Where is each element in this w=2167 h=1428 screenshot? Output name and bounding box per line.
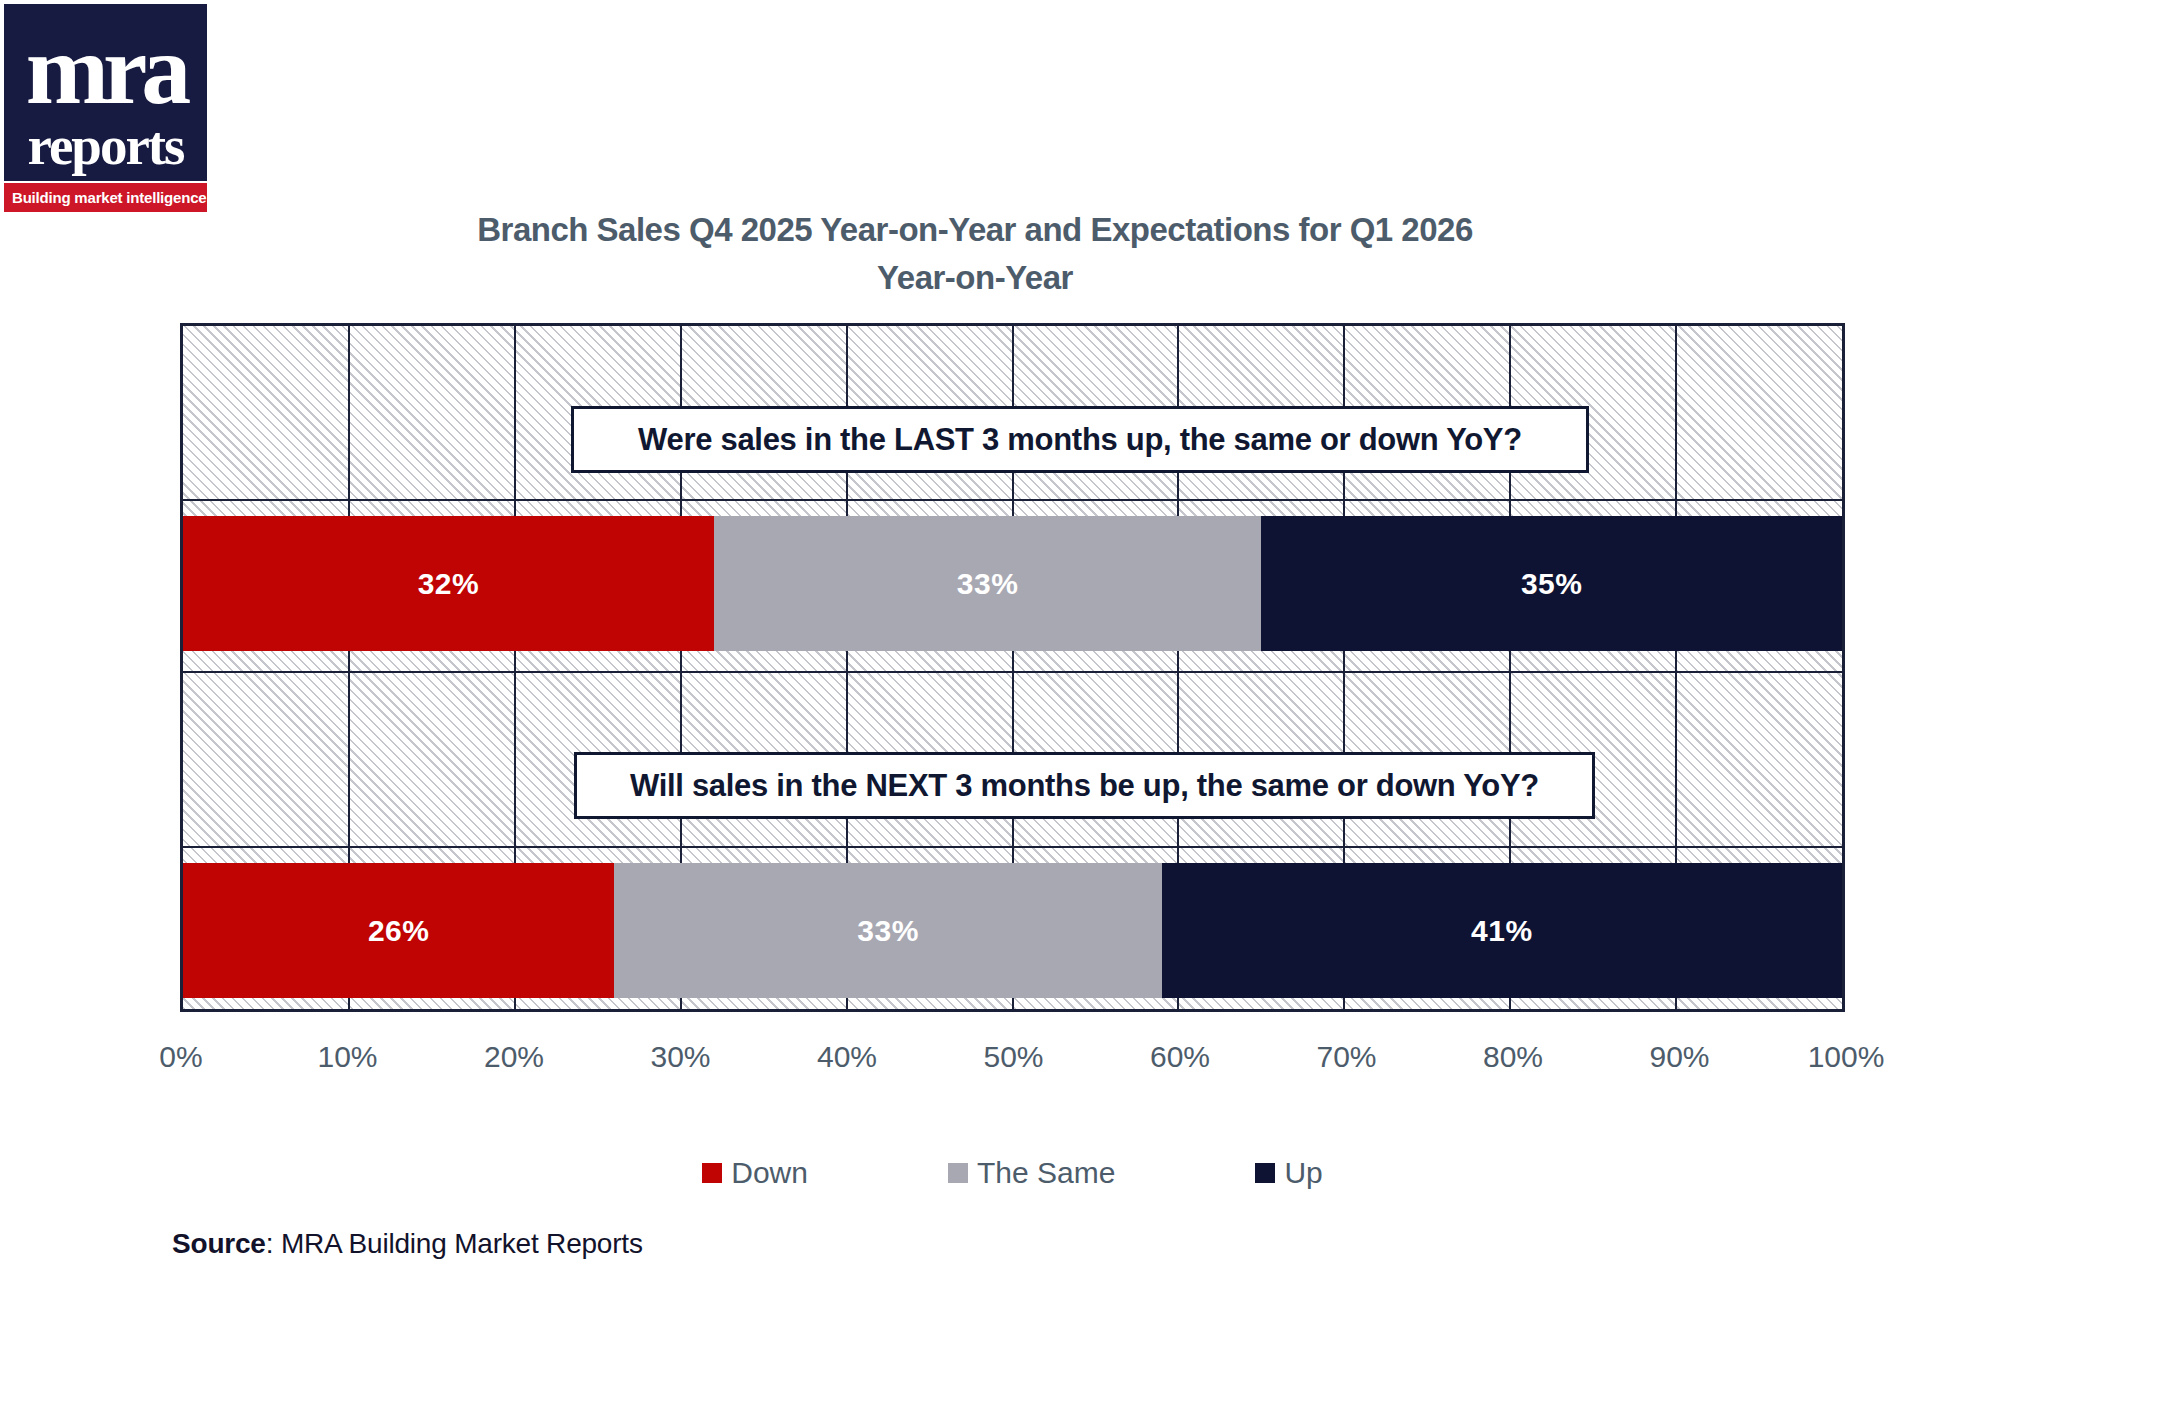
stacked-bar-last-3-months: 32% 33% 35% (183, 516, 1842, 651)
legend-item-the-same: The Same (948, 1156, 1115, 1190)
x-tick-label: 30% (650, 1040, 710, 1074)
legend-item-up: Up (1255, 1156, 1322, 1190)
question-label-next-3-months: Will sales in the NEXT 3 months be up, t… (574, 752, 1595, 819)
bar-segment-value: 35% (1521, 567, 1583, 601)
x-tick-label: 10% (317, 1040, 377, 1074)
legend-label: Down (731, 1156, 808, 1190)
x-tick-label: 0% (159, 1040, 202, 1074)
logo-brand-bottom: reports (4, 118, 207, 173)
x-tick-label: 100% (1808, 1040, 1885, 1074)
bar-segment-value: 33% (857, 914, 919, 948)
x-axis: 0%10%20%30%40%50%60%70%80%90%100% (181, 1040, 1846, 1078)
bar-segment-value: 41% (1471, 914, 1533, 948)
chart-title-line2: Year-on-Year (140, 254, 1810, 302)
gridline-horizontal (183, 499, 1842, 501)
legend-swatch-the-same (948, 1163, 968, 1183)
logo-brand-top: mra (4, 4, 207, 120)
plot-area: Were sales in the LAST 3 months up, the … (180, 323, 1845, 1012)
bar-segment-value: 26% (368, 914, 430, 948)
legend-swatch-down (702, 1163, 722, 1183)
legend: Down The Same Up (180, 1156, 1845, 1190)
logo-navy-block: mra reports (4, 4, 207, 181)
gridline-horizontal (183, 846, 1842, 848)
gridline-horizontal (183, 671, 1842, 673)
source-text: : MRA Building Market Reports (266, 1228, 643, 1259)
bar-segment-down: 32% (183, 516, 714, 651)
x-tick-label: 90% (1649, 1040, 1709, 1074)
legend-swatch-up (1255, 1163, 1275, 1183)
source-note: Source: MRA Building Market Reports (172, 1228, 643, 1260)
legend-label: Up (1284, 1156, 1322, 1190)
stacked-bar-next-3-months: 26% 33% 41% (183, 863, 1842, 998)
bar-segment-up: 41% (1162, 863, 1842, 998)
x-tick-label: 60% (1150, 1040, 1210, 1074)
x-tick-label: 70% (1316, 1040, 1376, 1074)
legend-item-down: Down (702, 1156, 808, 1190)
source-label: Source (172, 1228, 266, 1259)
bar-segment-up: 35% (1261, 516, 1842, 651)
x-tick-label: 40% (817, 1040, 877, 1074)
page: mra reports Building market intelligence… (0, 0, 2167, 1428)
x-tick-label: 20% (484, 1040, 544, 1074)
mra-logo: mra reports Building market intelligence (4, 4, 207, 212)
bar-segment-down: 26% (183, 863, 614, 998)
x-tick-label: 50% (983, 1040, 1043, 1074)
bar-segment-the-same: 33% (714, 516, 1261, 651)
bar-segment-value: 32% (418, 567, 480, 601)
chart-title: Branch Sales Q4 2025 Year-on-Year and Ex… (140, 206, 1810, 302)
bar-segment-the-same: 33% (614, 863, 1161, 998)
question-label-last-3-months: Were sales in the LAST 3 months up, the … (571, 406, 1589, 473)
chart-title-line1: Branch Sales Q4 2025 Year-on-Year and Ex… (140, 206, 1810, 254)
x-tick-label: 80% (1483, 1040, 1543, 1074)
bar-segment-value: 33% (957, 567, 1019, 601)
legend-label: The Same (977, 1156, 1115, 1190)
